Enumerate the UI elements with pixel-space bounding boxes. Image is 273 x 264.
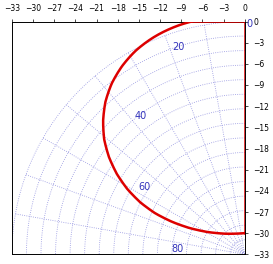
Text: 0: 0 xyxy=(247,19,253,29)
Text: 20: 20 xyxy=(172,42,184,52)
Text: 80: 80 xyxy=(172,244,184,254)
Text: 40: 40 xyxy=(135,111,147,121)
Text: 60: 60 xyxy=(138,182,150,192)
